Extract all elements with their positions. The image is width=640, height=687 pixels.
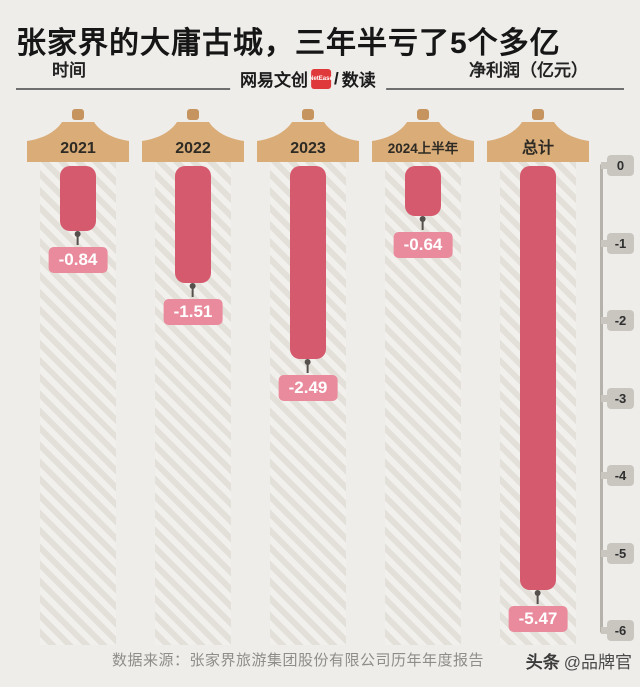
bar-callout: -5.47	[508, 589, 568, 632]
pavilion-roof-icon: 2021	[26, 108, 130, 162]
category-label: 2024上半年	[387, 141, 459, 156]
category-label: 2022	[175, 140, 211, 157]
chart-column: 2021 -0.84	[26, 108, 130, 645]
logo-brand-text: 网易文创	[239, 71, 308, 90]
axis-tick: -1	[601, 232, 634, 254]
axis-tick: -2	[601, 310, 634, 331]
column-track: -0.84	[40, 162, 116, 645]
axis-tick: -4	[601, 465, 634, 486]
pavilion-roof-icon: 总计	[486, 108, 590, 162]
callout-connector	[75, 231, 81, 246]
bar-chart: 2021 -0.84 2022	[26, 108, 590, 645]
column-track: -5.47	[500, 162, 576, 645]
column-track: -1.51	[155, 162, 231, 645]
pavilion-roof-shape	[27, 109, 129, 162]
axis-tick: -6	[601, 620, 634, 641]
loss-bar	[60, 166, 96, 232]
bar-callout: -1.51	[163, 283, 223, 325]
pavilion-roof-shape	[142, 109, 244, 162]
axis-tick: -5	[601, 542, 634, 564]
pavilion-roof-shape	[257, 109, 359, 162]
pavilion-roof-shape	[372, 109, 474, 162]
y-axis: 0 -1 -2 -3 -4 -5 -6	[600, 155, 636, 641]
category-label: 总计	[521, 140, 554, 157]
logo-divider: /	[333, 68, 339, 88]
category-label: 2023	[290, 140, 326, 157]
callout-connector	[190, 283, 196, 297]
logo-sub-text: 数读	[341, 71, 376, 90]
pavilion-roof-shape	[487, 109, 589, 162]
value-badge: -0.84	[48, 247, 108, 274]
pavilion-roof-icon: 2024上半年	[371, 108, 475, 162]
x-axis-title: 时间	[52, 61, 86, 80]
value-badge: -2.49	[278, 375, 338, 401]
chart-column: 2024上半年 -0.64	[371, 108, 475, 645]
netease-logo: 网易文创 NetEase / 数读	[229, 64, 386, 93]
callout-connector	[535, 589, 541, 604]
value-badge: -1.51	[163, 299, 223, 325]
loss-bar	[405, 166, 441, 216]
data-source-note: 数据来源：张家界旅游集团股份有限公司历年年度报告	[112, 652, 485, 669]
bar-callout: -2.49	[278, 359, 338, 401]
chart-column: 总计 -5.47	[486, 108, 590, 645]
loss-bar	[290, 166, 326, 359]
category-label: 2021	[60, 140, 96, 157]
chart-column: 2022 -1.51	[141, 108, 245, 645]
watermark-brand: 头条	[525, 653, 560, 672]
bar-callout: -0.84	[48, 231, 108, 274]
axis-tick: 0	[601, 155, 634, 176]
column-track: -0.64	[385, 162, 461, 645]
y-axis-title: 净利润（亿元）	[469, 61, 588, 80]
bar-callout: -0.64	[393, 215, 453, 258]
axis-tick: -3	[601, 387, 634, 409]
loss-bar	[520, 166, 556, 590]
callout-connector	[305, 359, 311, 373]
chart-column: 2023 -2.49	[256, 108, 360, 645]
value-badge: -0.64	[393, 231, 453, 258]
loss-bar	[175, 166, 211, 283]
watermark: 头条 @品牌官	[526, 648, 632, 673]
netease-badge-icon: NetEase	[309, 68, 333, 89]
column-track: -2.49	[270, 162, 346, 645]
pavilion-roof-icon: 2023	[256, 108, 360, 162]
watermark-user: @品牌官	[563, 653, 632, 672]
value-badge: -5.47	[508, 605, 568, 632]
pavilion-roof-icon: 2022	[141, 108, 245, 162]
chart-header: 时间 净利润（亿元） 网易文创 NetEase / 数读	[16, 56, 624, 93]
page-title: 张家界的大庸古城，三年半亏了5个多亿	[16, 27, 561, 60]
callout-connector	[420, 215, 426, 230]
